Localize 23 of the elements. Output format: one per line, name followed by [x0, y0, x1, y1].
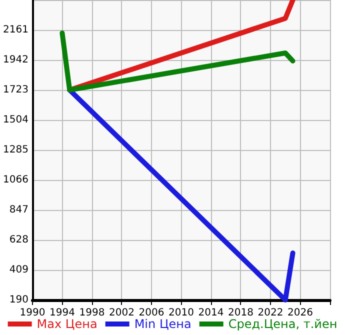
- y-tick-label: 1066: [2, 174, 28, 186]
- legend-label: Сред.Цена, т.йен: [228, 317, 338, 331]
- x-tick-label: 2006: [138, 308, 164, 318]
- legend-label: Max Цена: [36, 317, 98, 331]
- x-tick-label: 2026: [288, 308, 313, 318]
- y-tick-label: 2161: [2, 24, 28, 36]
- y-tick-label: 1723: [2, 84, 28, 96]
- x-tick-label: 2022: [258, 308, 284, 318]
- x-tick-label: 1990: [20, 308, 46, 318]
- y-tick-label: 628: [9, 234, 28, 246]
- x-tick-label: 1994: [49, 308, 75, 318]
- y-tick-label: 1942: [2, 54, 28, 66]
- x-tick-label: 2014: [198, 308, 224, 318]
- x-tick-label: 2002: [108, 308, 134, 318]
- x-tick-label: 1998: [79, 308, 105, 318]
- legend-label: Min Цена: [134, 317, 192, 331]
- y-tick-label: 1504: [2, 114, 28, 126]
- x-tick-label: 2010: [168, 308, 194, 318]
- y-tick-label: 409: [9, 264, 28, 276]
- y-tick-label: 847: [9, 204, 28, 216]
- y-tick-label: 190: [9, 294, 28, 306]
- x-tick-label: 2018: [228, 308, 254, 318]
- y-tick-label: 1285: [2, 144, 28, 156]
